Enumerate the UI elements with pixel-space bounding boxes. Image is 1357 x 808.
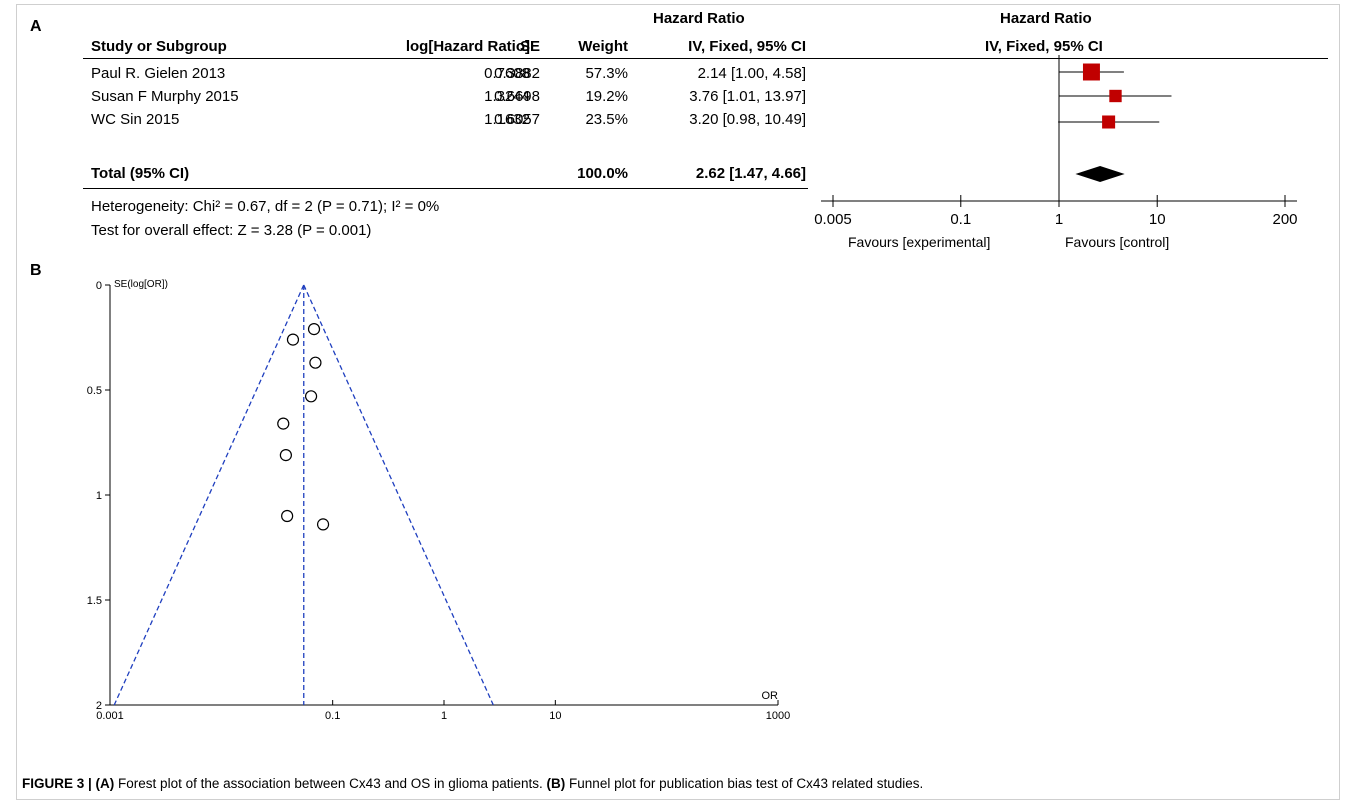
study-point	[277, 417, 290, 430]
study-point	[279, 449, 292, 462]
total-weight: 100.0%	[577, 165, 628, 182]
row-ci: 2.14 [1.00, 4.58]	[697, 65, 806, 82]
panel-b-label: B	[30, 262, 42, 279]
y-tick-label: 1.5	[87, 595, 102, 607]
row-loghr: 1.1632	[484, 111, 530, 128]
total-ci: 2.62 [1.47, 4.66]	[695, 165, 806, 182]
x-tick-label: 0.001	[96, 710, 124, 722]
y-tick-label: 1	[96, 490, 102, 502]
study-point	[286, 333, 300, 346]
caption-b-text: Funnel plot for publication bias test of…	[565, 776, 924, 791]
x-tick-label: 200	[1272, 211, 1297, 228]
x-axis-label: OR	[762, 690, 779, 702]
figure-caption: FIGURE 3 | (A) Forest plot of the associ…	[22, 776, 923, 791]
funnel-right-line	[303, 284, 494, 706]
plot-header-ci: IV, Fixed, 95% CI	[985, 38, 1103, 55]
col-header-ci: IV, Fixed, 95% CI	[688, 38, 806, 55]
x-tick-label: 0.1	[325, 710, 340, 722]
forest-plot: 0.005 0.1 1 10 200	[814, 55, 1298, 228]
row-se: 0.3882	[494, 65, 540, 82]
x-tick-label: 0.1	[950, 211, 971, 228]
favours-control-label: Favours [control]	[1065, 234, 1170, 250]
row-weight: 19.2%	[585, 88, 628, 105]
row-se: 0.6057	[494, 111, 540, 128]
pooled-diamond	[1075, 166, 1125, 182]
study-point	[307, 322, 321, 336]
col-header-weight: Weight	[578, 38, 628, 55]
study-box	[1109, 89, 1122, 103]
study-point	[316, 518, 330, 531]
total-label: Total (95% CI)	[91, 165, 190, 182]
row-loghr: 1.3244	[484, 88, 530, 105]
funnel-left-line	[113, 284, 305, 706]
col-group-hazard-ratio: Hazard Ratio	[653, 10, 745, 27]
study-point	[309, 356, 322, 369]
row-ci: 3.76 [1.01, 13.97]	[689, 88, 806, 105]
x-tick-label: 1	[441, 710, 447, 722]
x-tick-label: 0.005	[814, 211, 852, 228]
total-rule	[83, 188, 808, 189]
caption-figure-number: FIGURE 3 |	[22, 776, 96, 791]
study-box	[1082, 63, 1100, 81]
x-tick-label: 1000	[766, 710, 790, 722]
funnel-plot: 0 0.5 1 1.5 20.001 0.1 1 10 1000 SE(log[OR]) OR	[87, 279, 791, 722]
row-weight: 57.3%	[585, 65, 628, 82]
overall-effect-text: Test for overall effect: Z = 3.28 (P = 0…	[91, 222, 372, 239]
study-point	[304, 390, 318, 403]
plot-group-hazard-ratio: Hazard Ratio	[1000, 10, 1092, 27]
row-loghr: 0.7608	[484, 65, 530, 82]
row-study: WC Sin 2015	[91, 111, 180, 128]
caption-b-tag: (B)	[546, 776, 566, 791]
col-header-loghr: log[Hazard Ratio]	[405, 38, 530, 55]
favours-experimental-label: Favours [experimental]	[848, 234, 991, 250]
y-axis-label: SE(log[OR])	[114, 279, 168, 290]
study-box	[1102, 115, 1116, 129]
caption-a-text: Forest plot of the association between C…	[114, 776, 547, 791]
x-tick-label: 10	[549, 710, 561, 722]
study-point	[281, 509, 294, 523]
y-tick-label: 0	[96, 280, 102, 292]
y-tick-label: 0.5	[87, 385, 102, 397]
col-header-se: SE	[519, 38, 540, 55]
x-tick-label: 1	[1055, 211, 1063, 228]
row-weight: 23.5%	[585, 111, 628, 128]
row-study: Paul R. Gielen 2013	[91, 65, 226, 82]
y-tick-label: 2	[96, 700, 102, 712]
row-study: Susan F Murphy 2015	[91, 88, 239, 105]
caption-a-tag: (A)	[95, 776, 115, 791]
panel-a-label: A	[30, 18, 42, 35]
row-ci: 3.20 [0.98, 10.49]	[689, 111, 806, 128]
col-header-study: Study or Subgroup	[91, 38, 227, 55]
x-tick-label: 10	[1149, 211, 1166, 228]
header-rule	[83, 58, 1328, 59]
figure-frame	[16, 4, 1340, 800]
row-se: 0.6698	[494, 88, 540, 105]
heterogeneity-text: Heterogeneity: Chi² = 0.67, df = 2 (P = …	[91, 198, 440, 215]
